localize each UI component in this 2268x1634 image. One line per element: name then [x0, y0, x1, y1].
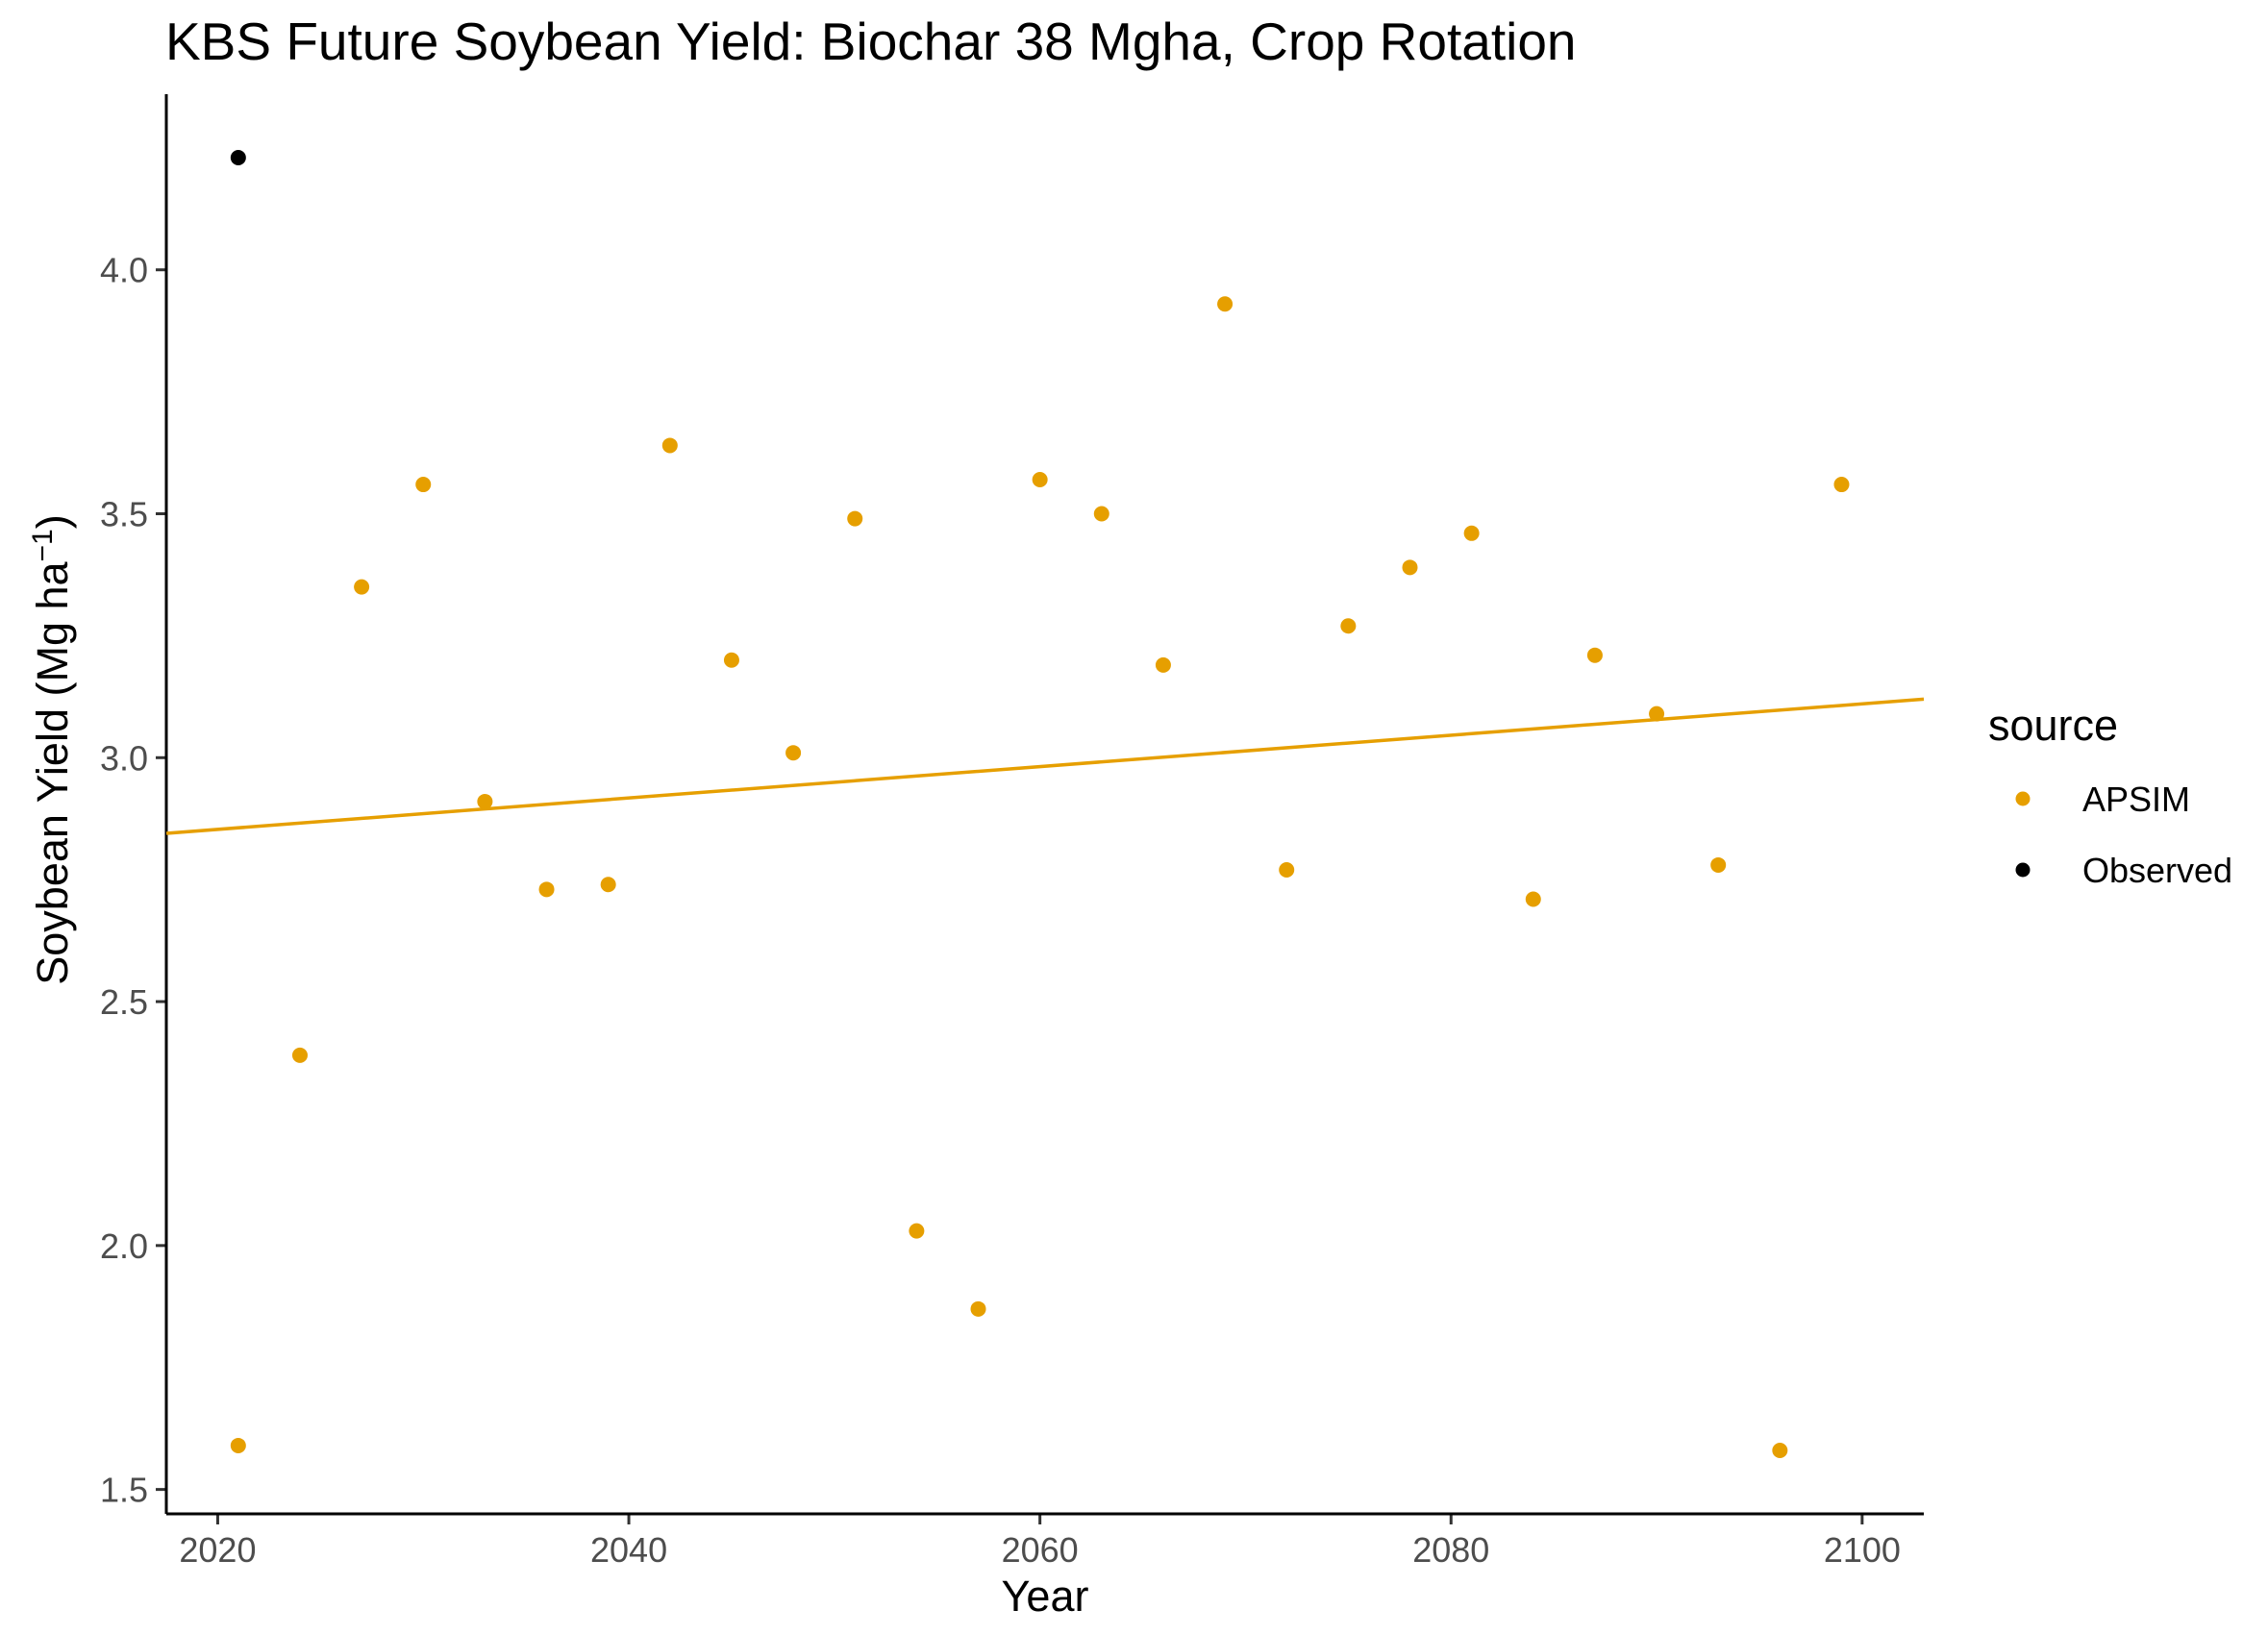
x-tick-label: 2040: [590, 1530, 667, 1570]
x-tick-label: 2100: [1824, 1530, 1901, 1570]
y-axis-title-superscript: −1: [27, 529, 59, 561]
x-tick-label: 2080: [1412, 1530, 1489, 1570]
x-tick-label: 2060: [1002, 1530, 1079, 1570]
data-point-apsim: [785, 745, 802, 761]
data-point-apsim: [909, 1223, 925, 1239]
y-axis-ticks: 1.5 2.0 2.5 3.0 3.5 4.0: [100, 251, 166, 1510]
y-tick-label: 1.5: [100, 1471, 148, 1510]
x-tick-label: 2020: [179, 1530, 256, 1570]
data-point-apsim: [1525, 891, 1541, 907]
legend-key-apsim: [2015, 791, 2031, 806]
data-point-apsim: [538, 881, 555, 898]
legend-label-observed: Observed: [2082, 851, 2232, 890]
data-points: [230, 149, 1850, 1459]
y-tick-label: 4.0: [100, 251, 148, 290]
data-point-apsim: [970, 1300, 986, 1317]
legend: source APSIM Observed: [1988, 701, 2232, 890]
data-point-apsim: [1279, 862, 1295, 879]
x-axis-title: Year: [1002, 1572, 1089, 1621]
data-point-apsim: [291, 1047, 308, 1063]
y-tick-label: 2.5: [100, 982, 148, 1022]
y-axis-title-text: Soybean Yield (Mg ha: [28, 560, 77, 984]
legend-label-apsim: APSIM: [2082, 780, 2190, 819]
trend-line: [165, 697, 1925, 835]
data-point-apsim: [415, 477, 432, 493]
data-point-apsim: [1217, 296, 1234, 312]
data-point-apsim: [1833, 477, 1850, 493]
data-point-apsim: [1340, 618, 1357, 634]
y-tick-label: 3.5: [100, 495, 148, 534]
data-point-apsim: [1586, 647, 1603, 663]
legend-title: source: [1988, 701, 2118, 750]
data-point-apsim: [1649, 706, 1665, 722]
y-tick-label: 2.0: [100, 1226, 148, 1266]
data-point-apsim: [230, 1437, 246, 1453]
data-point-apsim: [661, 437, 678, 454]
y-axis-title-close: ): [28, 514, 77, 529]
y-axis-title: Soybean Yield (Mg ha−1): [27, 514, 78, 985]
data-point-apsim: [354, 579, 370, 595]
chart-title: KBS Future Soybean Yield: Biochar 38 Mgh…: [165, 12, 1577, 71]
data-point-observed: [230, 149, 246, 165]
data-point-apsim: [1032, 471, 1048, 487]
y-tick-label: 3.0: [100, 738, 148, 778]
data-point-apsim: [1772, 1443, 1788, 1459]
x-axis-ticks: 2020 2040 2060 2080 2100: [179, 1514, 1901, 1570]
data-point-apsim: [600, 877, 616, 893]
legend-key-observed: [2015, 862, 2031, 878]
data-point-apsim: [1155, 656, 1171, 673]
data-point-apsim: [1463, 525, 1480, 541]
data-point-apsim: [1093, 506, 1109, 522]
data-point-apsim: [1710, 856, 1727, 873]
data-point-apsim: [1402, 559, 1418, 576]
data-point-apsim: [723, 652, 739, 668]
data-point-apsim: [847, 510, 863, 527]
data-point-apsim: [477, 793, 493, 809]
